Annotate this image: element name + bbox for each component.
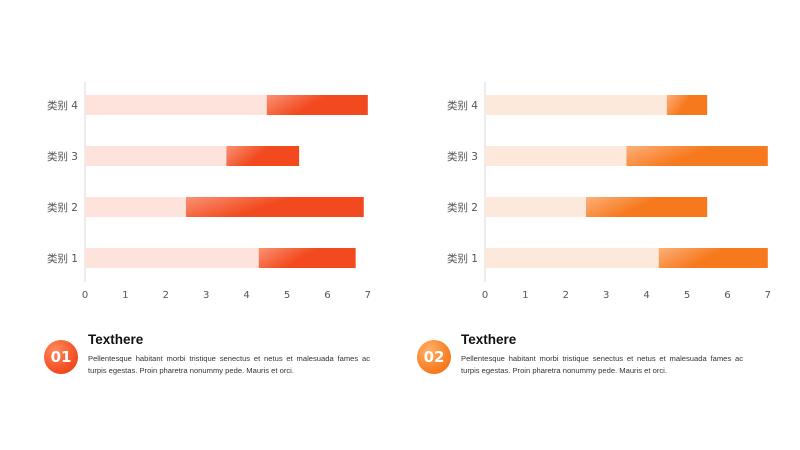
bar-chart-1: 类别 1 类别 2 类别 3 类别 4 0 1 2 3 4 5 6 7 <box>0 0 400 310</box>
card-title: Texthere <box>88 332 144 347</box>
category-label: 类别 2 <box>447 201 478 214</box>
x-tick-label: 4 <box>643 290 649 301</box>
bar-base <box>485 146 627 166</box>
number-badge: 02 <box>417 340 451 374</box>
x-tick-label: 3 <box>603 290 609 301</box>
category-label: 类别 4 <box>47 99 78 112</box>
bar-base <box>485 197 586 217</box>
bar-base <box>485 248 659 268</box>
x-tick-label: 3 <box>203 290 209 301</box>
category-label: 类别 1 <box>47 252 78 265</box>
x-tick-label: 6 <box>724 290 730 301</box>
x-tick-label: 0 <box>82 290 88 301</box>
category-label: 类别 1 <box>447 252 478 265</box>
bar-accent <box>626 146 768 166</box>
card-body: Pellentesque habitant morbi tristique se… <box>461 354 743 375</box>
bar-base <box>85 146 227 166</box>
number-badge: 01 <box>44 340 78 374</box>
x-tick-label: 5 <box>684 290 690 301</box>
x-tick-label: 2 <box>563 290 569 301</box>
x-tick-label: 2 <box>163 290 169 301</box>
x-tick-label: 7 <box>365 290 371 301</box>
bar-base <box>85 197 186 217</box>
card-body: Pellentesque habitant morbi tristique se… <box>88 354 370 375</box>
bar-base <box>85 248 259 268</box>
bar-accent <box>266 95 368 115</box>
x-tick-label: 7 <box>765 290 771 301</box>
bar-base <box>485 95 667 115</box>
x-tick-label: 4 <box>243 290 249 301</box>
bar-base <box>85 95 267 115</box>
x-tick-label: 6 <box>324 290 330 301</box>
x-tick-label: 0 <box>482 290 488 301</box>
bar-chart-1-svg: 类别 1 类别 2 类别 3 类别 4 0 1 2 3 4 5 6 7 <box>47 82 371 301</box>
category-label: 类别 3 <box>47 150 78 163</box>
bar-accent <box>586 197 708 217</box>
x-tick-label: 1 <box>122 290 128 301</box>
x-tick-label: 1 <box>522 290 528 301</box>
bar-chart-2-svg: 类别 1 类别 2 类别 3 类别 4 0 1 2 3 4 5 6 7 <box>447 82 771 301</box>
bar-chart-2: 类别 1 类别 2 类别 3 类别 4 0 1 2 3 4 5 6 7 <box>400 0 800 310</box>
bar-accent <box>186 197 364 217</box>
bar-accent <box>226 146 300 166</box>
category-label: 类别 4 <box>447 99 478 112</box>
category-label: 类别 3 <box>447 150 478 163</box>
category-label: 类别 2 <box>47 201 78 214</box>
bar-accent <box>658 248 768 268</box>
bar-accent <box>666 95 708 115</box>
bar-accent <box>258 248 356 268</box>
card-title: Texthere <box>461 332 517 347</box>
x-tick-label: 5 <box>284 290 290 301</box>
